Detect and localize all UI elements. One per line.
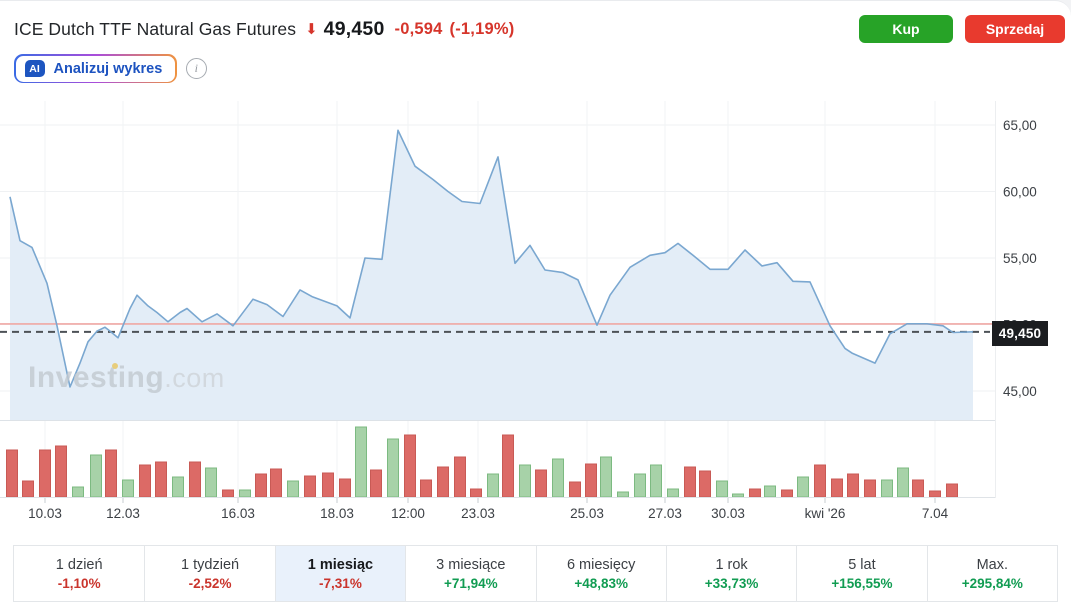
ai-icon: AI xyxy=(24,60,45,77)
volume-bars xyxy=(0,426,995,503)
period-tabs: 1 dzień -1,10% 1 tydzień -2,52% 1 miesiąc -7,… xyxy=(13,545,1058,602)
tab-label: 6 miesięcy xyxy=(566,556,636,573)
price-change: -0,594 xyxy=(394,19,443,38)
tab-6-miesi-cy[interactable]: 6 miesięcy +48,83% xyxy=(535,546,666,601)
tab-5-lat[interactable]: 5 lat +156,55% xyxy=(796,546,926,601)
tab-1-miesi-c[interactable]: 1 miesiąc -7,31% xyxy=(274,546,406,601)
tab-1-tydzie[interactable]: 1 tydzień -2,52% xyxy=(144,546,274,601)
svg-text:16.03: 16.03 xyxy=(221,506,255,521)
svg-text:kwi '26: kwi '26 xyxy=(805,506,846,521)
svg-text:30.03: 30.03 xyxy=(711,506,745,521)
tab-change: -2,52% xyxy=(188,575,232,591)
svg-text:10.03: 10.03 xyxy=(28,506,62,521)
ai-row: AI Analizuj wykres i xyxy=(14,54,207,83)
tab-change: +295,84% xyxy=(961,575,1023,591)
buy-button[interactable]: Kup xyxy=(859,15,953,43)
svg-text:25.03: 25.03 xyxy=(570,506,604,521)
tab-1-rok[interactable]: 1 rok +33,73% xyxy=(665,546,796,601)
tab-change: -7,31% xyxy=(319,575,362,591)
sell-button[interactable]: Sprzedaj xyxy=(965,15,1065,43)
svg-text:7.04: 7.04 xyxy=(922,506,949,521)
svg-text:65,00: 65,00 xyxy=(1003,118,1037,133)
tab-label: Max. xyxy=(976,556,1009,573)
last-price: 49,450 xyxy=(323,17,385,40)
svg-text:23.03: 23.03 xyxy=(461,506,495,521)
tab-label: 1 rok xyxy=(715,556,748,573)
last-price-tag: 49,450 xyxy=(992,321,1048,346)
tab-label: 1 tydzień xyxy=(181,556,240,573)
ai-analyze-chart-button[interactable]: AI Analizuj wykres xyxy=(14,54,177,83)
info-icon[interactable]: i xyxy=(185,58,207,79)
svg-text:55,00: 55,00 xyxy=(1003,251,1037,266)
price-line xyxy=(9,129,974,388)
tab-label: 3 miesiące xyxy=(436,556,506,573)
svg-text:12.03: 12.03 xyxy=(106,506,140,521)
price-change-percent: (-1,19%) xyxy=(449,19,515,38)
instrument-title: ICE Dutch TTF Natural Gas Futures xyxy=(14,18,297,39)
svg-text:45,00: 45,00 xyxy=(1003,384,1037,399)
tab-change: +48,83% xyxy=(574,575,629,591)
header: ICE Dutch TTF Natural Gas Futures ⬇ 49,4… xyxy=(14,15,1065,43)
svg-text:18.03: 18.03 xyxy=(320,506,354,521)
svg-text:60,00: 60,00 xyxy=(1003,185,1037,200)
tab-max[interactable]: Max. +295,84% xyxy=(926,546,1057,601)
tab-label: 5 lat xyxy=(848,556,876,573)
tab-change: +71,94% xyxy=(443,575,498,591)
tab-change: +33,73% xyxy=(704,575,759,591)
tab-change: -1,10% xyxy=(57,575,101,591)
tab-label: 1 miesiąc xyxy=(307,556,374,573)
tab-label: 1 dzień xyxy=(55,556,103,573)
ai-analyze-label: Analizuj wykres xyxy=(53,60,163,77)
x-axis-labels: 10.03 12.03 16.03 18.03 12:00 23.03 25.03 27.03… xyxy=(28,506,949,521)
price-down-arrow-icon: ⬇ xyxy=(305,20,318,38)
tab-change: +156,55% xyxy=(831,575,893,591)
tab-1-dzie[interactable]: 1 dzień -1,10% xyxy=(14,546,144,601)
price-area-series xyxy=(0,130,995,421)
svg-text:12:00: 12:00 xyxy=(391,506,425,521)
tab-3-miesi-ce[interactable]: 3 miesiące +71,94% xyxy=(405,546,535,601)
svg-text:27.03: 27.03 xyxy=(648,506,682,521)
